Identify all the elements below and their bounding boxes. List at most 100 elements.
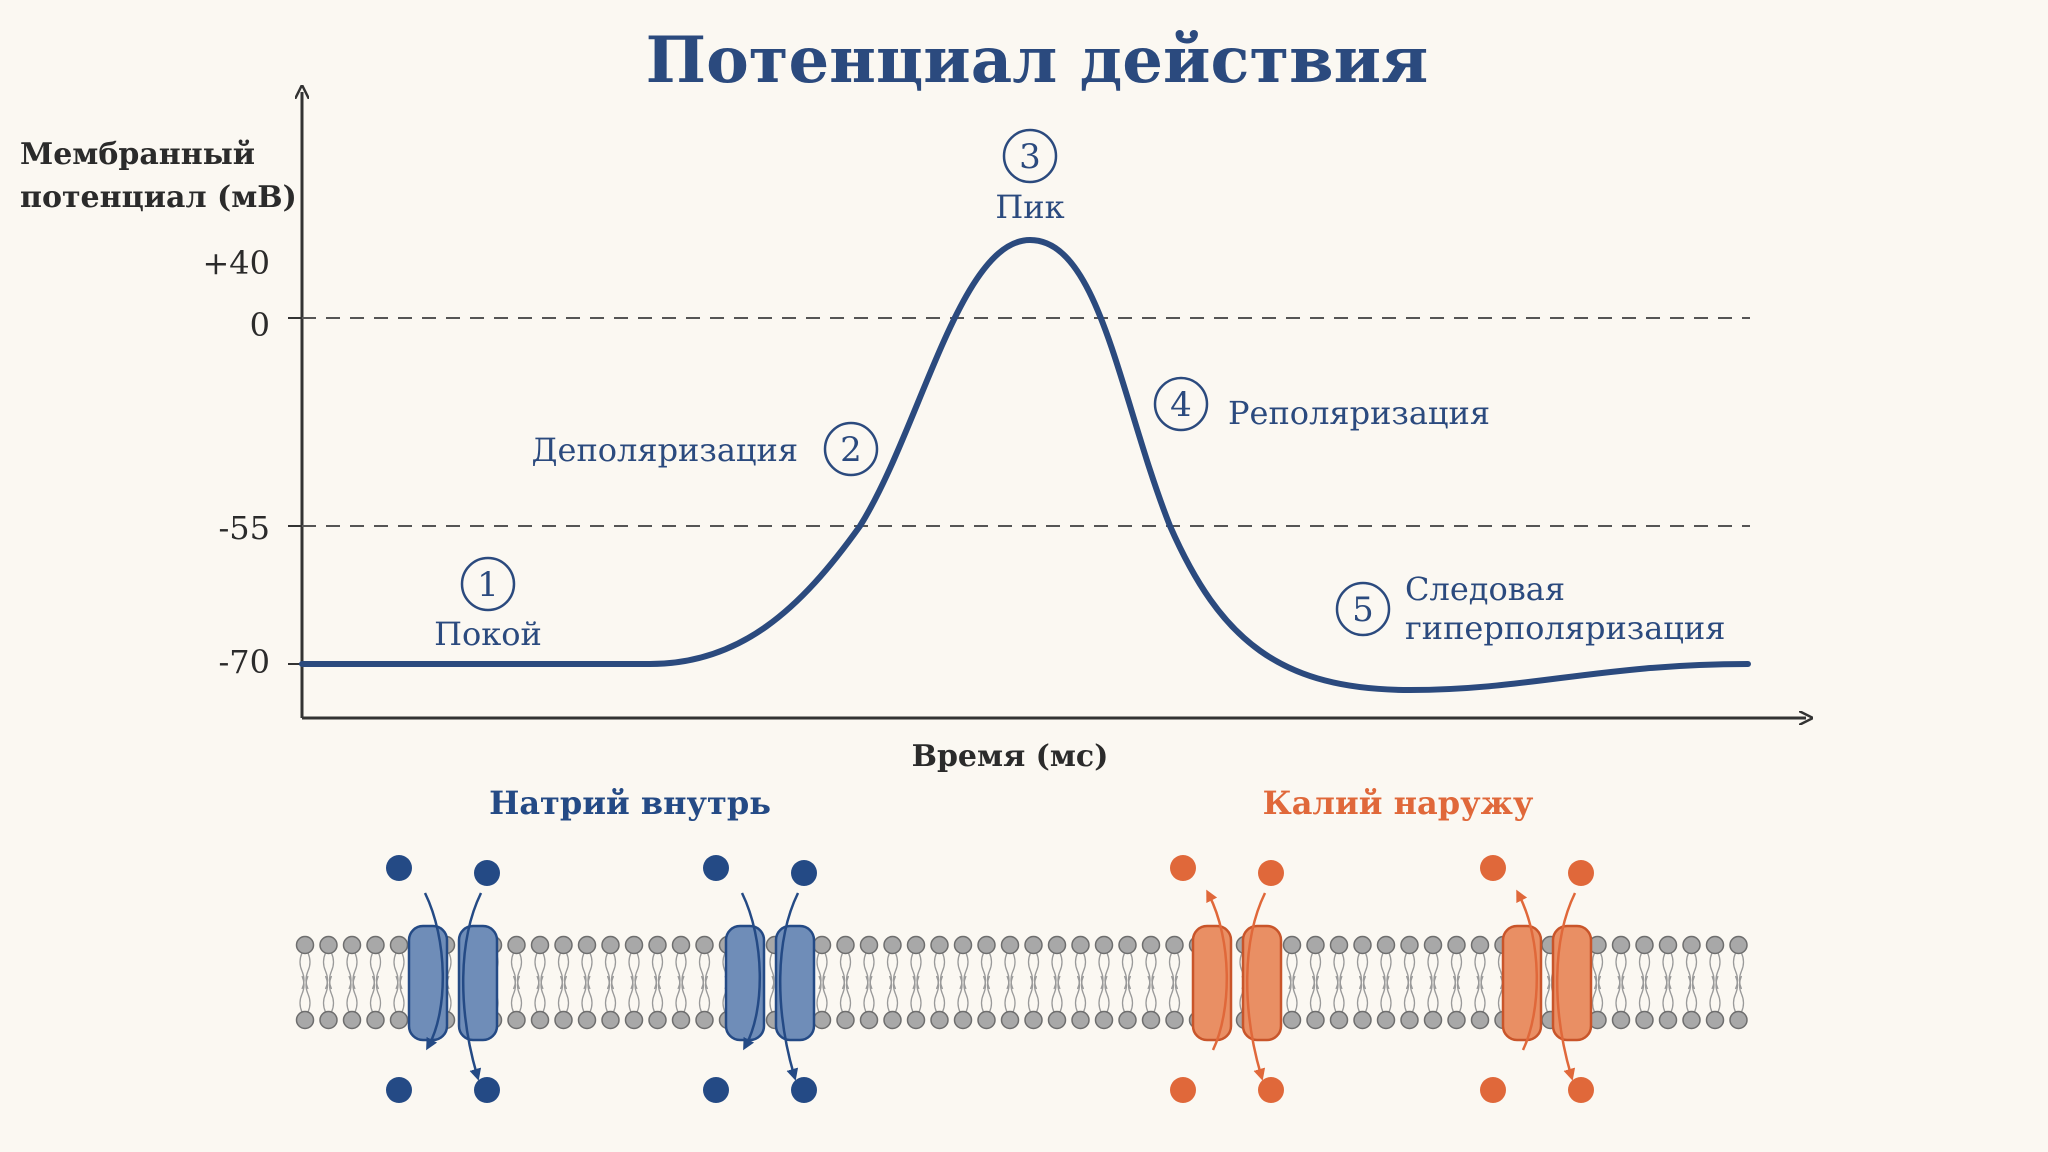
- lipid-head: [648, 935, 667, 955]
- lipid-tail: [1051, 975, 1057, 1013]
- stage-1-number: 1: [477, 565, 499, 605]
- lipid-head: [1306, 935, 1325, 955]
- lipid-head: [859, 1010, 879, 1030]
- tick-minus70: -70: [218, 643, 270, 681]
- lipid-head: [695, 935, 714, 955]
- lipid-head: [906, 935, 926, 955]
- lipid-head: [953, 935, 973, 955]
- lipid-head: [977, 935, 996, 955]
- lipid-tail: [939, 975, 946, 1013]
- channel-subunit: [1551, 924, 1593, 1042]
- lipid-head: [554, 1010, 573, 1030]
- lipid-head: [295, 1010, 315, 1030]
- cell-membrane: [295, 935, 1748, 1030]
- stage-1-circle: [460, 556, 516, 612]
- lipid-tail: [1127, 975, 1134, 1013]
- lipid-head: [671, 1010, 691, 1030]
- potassium-ion: [1258, 860, 1284, 886]
- x-axis-label: Время (мс): [912, 739, 1109, 774]
- lipid-tail: [1456, 975, 1463, 1013]
- flow-arrow: [1206, 889, 1229, 1051]
- sodium-ion: [474, 860, 500, 886]
- potassium-ion: [1480, 855, 1506, 881]
- lipid-tail: [1074, 975, 1081, 1013]
- lipid-head: [1071, 1010, 1090, 1030]
- lipid-head: [601, 1010, 620, 1030]
- stage-2-circle: [823, 421, 879, 477]
- lipid-head: [1447, 935, 1466, 955]
- potassium-ion: [1480, 1077, 1506, 1103]
- lipid-head: [1423, 1010, 1443, 1030]
- stage-5-number: 5: [1352, 590, 1374, 630]
- lipid-tail: [369, 975, 376, 1013]
- lipid-head: [695, 1010, 714, 1030]
- lipid-head: [295, 935, 315, 955]
- lipid-tail: [1597, 975, 1604, 1013]
- lipid-tail: [1098, 975, 1104, 1013]
- lipid-head: [1094, 1010, 1114, 1030]
- lipid-tail: [604, 975, 611, 1013]
- potassium-ion: [1170, 1077, 1196, 1103]
- lipid-head: [1118, 935, 1137, 955]
- lipid-tail: [1121, 975, 1128, 1013]
- lipid-tail: [534, 975, 540, 1013]
- lipid-tail: [1638, 975, 1645, 1013]
- lipid-head: [1658, 935, 1678, 955]
- lipid-head: [859, 935, 879, 955]
- lipid-head: [624, 1010, 644, 1030]
- potassium-channel: [1170, 855, 1284, 1103]
- lipid-tail: [916, 975, 922, 1013]
- lipid-tail: [305, 975, 311, 1013]
- lipid-head: [319, 935, 338, 955]
- lipid-tail: [510, 975, 517, 1013]
- lipid-tail: [845, 975, 852, 1013]
- potassium-ion: [1170, 855, 1196, 881]
- lipid-head: [1282, 1010, 1302, 1030]
- stage-5-label-line1: Следовая: [1405, 570, 1565, 608]
- lipid-tail: [1080, 975, 1087, 1013]
- lipid-tail: [1309, 975, 1316, 1013]
- lipid-head: [930, 1010, 949, 1030]
- sodium-ion: [791, 860, 817, 886]
- channel-subunit: [1501, 924, 1543, 1042]
- lipid-tail: [1380, 975, 1386, 1013]
- lipid-head: [812, 1010, 832, 1030]
- lipid-head: [530, 935, 550, 955]
- lipid-tail: [1174, 975, 1181, 1013]
- lipid-head: [577, 935, 597, 955]
- flow-arrow: [740, 892, 762, 1051]
- lipid-head: [389, 935, 409, 955]
- lipid-tail: [681, 975, 687, 1013]
- ion-channels: [386, 855, 1594, 1103]
- stage-2-number: 2: [840, 430, 862, 470]
- lipid-tail: [980, 975, 987, 1013]
- lipid-tail: [581, 975, 587, 1013]
- lipid-tail: [1027, 975, 1034, 1013]
- lipid-head: [1682, 1010, 1701, 1030]
- lipid-head: [1118, 1010, 1137, 1030]
- lipid-tail: [1427, 975, 1433, 1013]
- lipid-tail: [963, 975, 969, 1013]
- lipid-tail: [1104, 975, 1110, 1013]
- lipid-tail: [346, 975, 352, 1013]
- lipid-head: [1141, 935, 1161, 955]
- lipid-tail: [1151, 975, 1157, 1013]
- lipid-head: [953, 1010, 973, 1030]
- stage-1-label: Покой: [434, 615, 542, 653]
- lipid-tail: [1168, 975, 1175, 1013]
- stage-5-circle: [1335, 581, 1391, 637]
- lipid-tail: [769, 975, 775, 1013]
- lipid-tail: [886, 975, 893, 1013]
- action-potential-curve: [299, 236, 1751, 694]
- lipid-head: [1165, 935, 1184, 955]
- lipid-tail: [1715, 975, 1721, 1013]
- lipid-head: [507, 935, 526, 955]
- lipid-head: [1705, 1010, 1725, 1030]
- lipid-head: [554, 935, 573, 955]
- lipid-tail: [375, 975, 382, 1013]
- lipid-tail: [1668, 975, 1674, 1013]
- lipid-head: [1611, 1010, 1631, 1030]
- lipid-head: [319, 1010, 338, 1030]
- lipid-head: [1353, 1010, 1372, 1030]
- tick-0: 0: [250, 306, 270, 344]
